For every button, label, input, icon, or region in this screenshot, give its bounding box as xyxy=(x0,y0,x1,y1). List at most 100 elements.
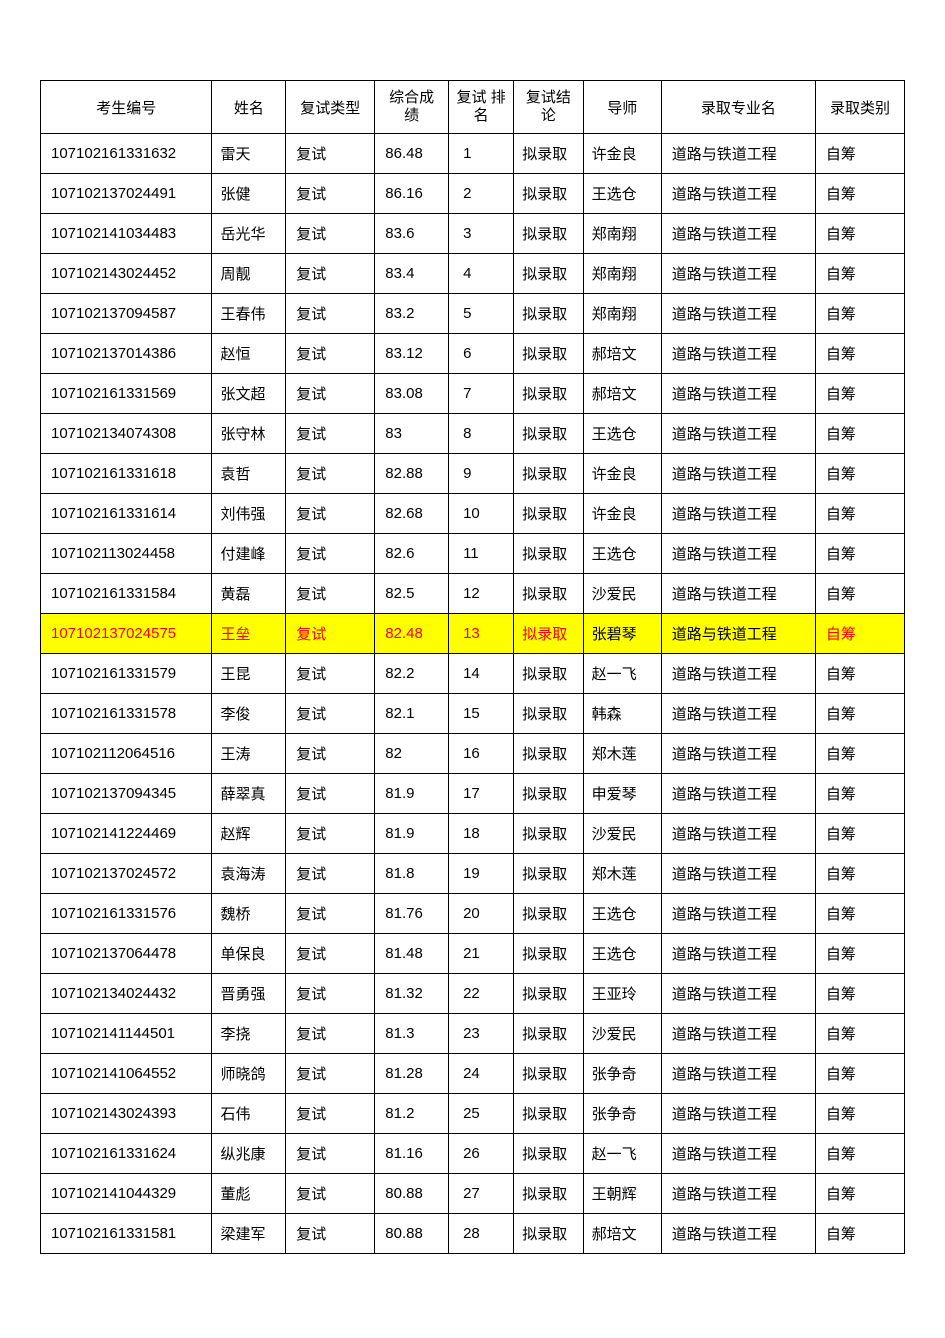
header-rank: 复试 排名 xyxy=(449,81,514,134)
cell-result: 拟录取 xyxy=(514,534,583,574)
cell-rank: 5 xyxy=(449,294,514,334)
cell-category: 自筹 xyxy=(815,494,904,534)
cell-result: 拟录取 xyxy=(514,454,583,494)
cell-category: 自筹 xyxy=(815,654,904,694)
cell-category: 自筹 xyxy=(815,254,904,294)
cell-type: 复试 xyxy=(286,894,375,934)
cell-type: 复试 xyxy=(286,574,375,614)
cell-result: 拟录取 xyxy=(514,1094,583,1134)
cell-id: 107102161331632 xyxy=(41,134,212,174)
cell-id: 107102141144501 xyxy=(41,1014,212,1054)
cell-rank: 7 xyxy=(449,374,514,414)
cell-id: 107102141064552 xyxy=(41,1054,212,1094)
cell-id: 107102161331624 xyxy=(41,1134,212,1174)
cell-type: 复试 xyxy=(286,1134,375,1174)
cell-type: 复试 xyxy=(286,774,375,814)
cell-result: 拟录取 xyxy=(514,494,583,534)
cell-score: 81.76 xyxy=(375,894,449,934)
cell-rank: 6 xyxy=(449,334,514,374)
table-row: 107102134074308张守林复试838拟录取王选仓道路与铁道工程自筹 xyxy=(41,414,905,454)
table-row: 107102141044329董彪复试80.8827拟录取王朝辉道路与铁道工程自… xyxy=(41,1174,905,1214)
cell-score: 80.88 xyxy=(375,1174,449,1214)
cell-rank: 1 xyxy=(449,134,514,174)
cell-type: 复试 xyxy=(286,294,375,334)
cell-major: 道路与铁道工程 xyxy=(661,1094,815,1134)
cell-advisor: 郑木莲 xyxy=(583,854,661,894)
cell-score: 82.1 xyxy=(375,694,449,734)
cell-category: 自筹 xyxy=(815,1014,904,1054)
cell-result: 拟录取 xyxy=(514,574,583,614)
cell-type: 复试 xyxy=(286,134,375,174)
cell-rank: 15 xyxy=(449,694,514,734)
cell-result: 拟录取 xyxy=(514,1214,583,1254)
cell-type: 复试 xyxy=(286,374,375,414)
header-major: 录取专业名 xyxy=(661,81,815,134)
cell-major: 道路与铁道工程 xyxy=(661,454,815,494)
cell-type: 复试 xyxy=(286,214,375,254)
cell-id: 107102161331569 xyxy=(41,374,212,414)
cell-name: 单保良 xyxy=(212,934,286,974)
table-row: 107102161331584黄磊复试82.512拟录取沙爱民道路与铁道工程自筹 xyxy=(41,574,905,614)
cell-score: 81.9 xyxy=(375,814,449,854)
cell-category: 自筹 xyxy=(815,934,904,974)
cell-result: 拟录取 xyxy=(514,214,583,254)
cell-name: 袁海涛 xyxy=(212,854,286,894)
cell-rank: 4 xyxy=(449,254,514,294)
cell-id: 107102137024575 xyxy=(41,614,212,654)
cell-name: 李俊 xyxy=(212,694,286,734)
cell-score: 82.6 xyxy=(375,534,449,574)
table-header: 考生编号姓名复试类型综合成 绩复试 排名复试结 论导师录取专业名录取类别 xyxy=(41,81,905,134)
cell-result: 拟录取 xyxy=(514,134,583,174)
cell-result: 拟录取 xyxy=(514,254,583,294)
cell-advisor: 郝培文 xyxy=(583,334,661,374)
cell-name: 晋勇强 xyxy=(212,974,286,1014)
cell-category: 自筹 xyxy=(815,574,904,614)
cell-major: 道路与铁道工程 xyxy=(661,1214,815,1254)
cell-result: 拟录取 xyxy=(514,334,583,374)
header-result: 复试结 论 xyxy=(514,81,583,134)
cell-rank: 9 xyxy=(449,454,514,494)
header-type: 复试类型 xyxy=(286,81,375,134)
table-body: 107102161331632雷天复试86.481拟录取许金良道路与铁道工程自筹… xyxy=(41,134,905,1254)
cell-type: 复试 xyxy=(286,1174,375,1214)
cell-name: 张文超 xyxy=(212,374,286,414)
cell-major: 道路与铁道工程 xyxy=(661,1174,815,1214)
cell-advisor: 王选仓 xyxy=(583,894,661,934)
cell-id: 107102137024572 xyxy=(41,854,212,894)
cell-major: 道路与铁道工程 xyxy=(661,694,815,734)
cell-name: 梁建军 xyxy=(212,1214,286,1254)
cell-result: 拟录取 xyxy=(514,294,583,334)
cell-type: 复试 xyxy=(286,614,375,654)
cell-major: 道路与铁道工程 xyxy=(661,334,815,374)
header-id: 考生编号 xyxy=(41,81,212,134)
cell-id: 107102112064516 xyxy=(41,734,212,774)
cell-major: 道路与铁道工程 xyxy=(661,534,815,574)
cell-type: 复试 xyxy=(286,494,375,534)
cell-advisor: 沙爱民 xyxy=(583,574,661,614)
cell-score: 82.88 xyxy=(375,454,449,494)
cell-major: 道路与铁道工程 xyxy=(661,654,815,694)
cell-id: 107102137014386 xyxy=(41,334,212,374)
cell-type: 复试 xyxy=(286,1094,375,1134)
cell-score: 82.48 xyxy=(375,614,449,654)
cell-score: 82 xyxy=(375,734,449,774)
cell-id: 107102134024432 xyxy=(41,974,212,1014)
cell-major: 道路与铁道工程 xyxy=(661,614,815,654)
cell-advisor: 许金良 xyxy=(583,134,661,174)
cell-category: 自筹 xyxy=(815,814,904,854)
cell-advisor: 许金良 xyxy=(583,454,661,494)
cell-type: 复试 xyxy=(286,534,375,574)
cell-rank: 20 xyxy=(449,894,514,934)
cell-id: 107102134074308 xyxy=(41,414,212,454)
cell-major: 道路与铁道工程 xyxy=(661,814,815,854)
cell-advisor: 王选仓 xyxy=(583,534,661,574)
cell-id: 107102113024458 xyxy=(41,534,212,574)
cell-id: 107102137094587 xyxy=(41,294,212,334)
cell-type: 复试 xyxy=(286,974,375,1014)
cell-type: 复试 xyxy=(286,1054,375,1094)
cell-name: 石伟 xyxy=(212,1094,286,1134)
cell-name: 刘伟强 xyxy=(212,494,286,534)
cell-category: 自筹 xyxy=(815,294,904,334)
cell-major: 道路与铁道工程 xyxy=(661,494,815,534)
cell-type: 复试 xyxy=(286,854,375,894)
